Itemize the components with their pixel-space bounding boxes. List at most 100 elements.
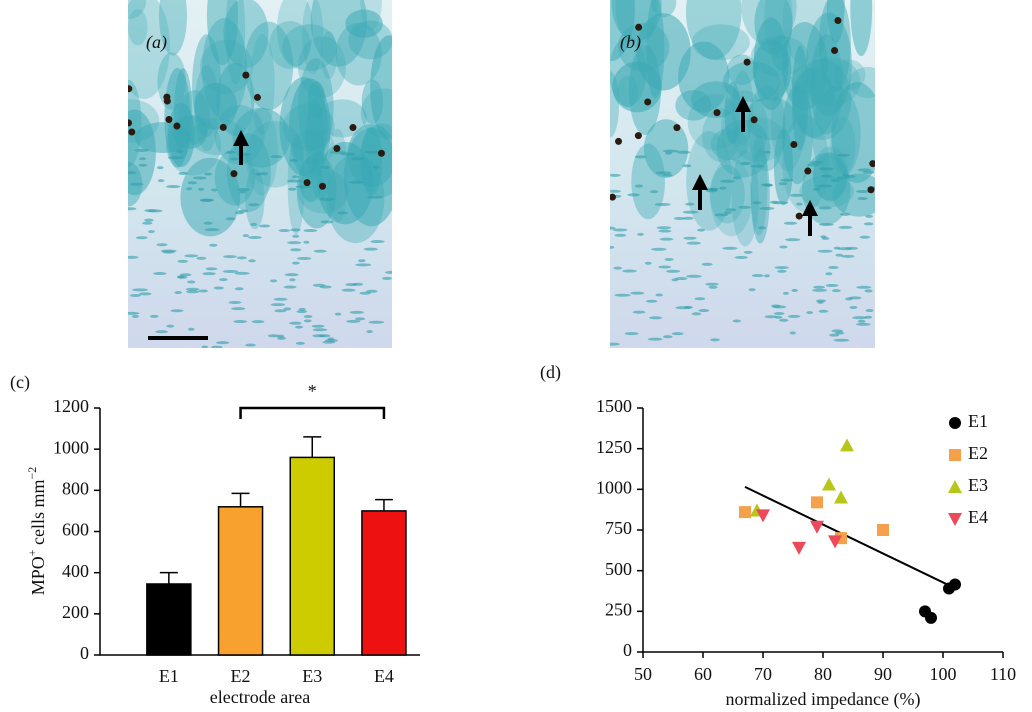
nucleus — [311, 324, 325, 328]
nucleus — [139, 292, 152, 296]
nucleus — [812, 187, 821, 191]
nucleus — [819, 223, 834, 227]
tissue — [206, 0, 238, 66]
nucleus — [685, 202, 695, 206]
nucleus — [167, 156, 184, 160]
nucleus — [321, 165, 331, 169]
tissue — [180, 157, 241, 237]
nucleus — [614, 233, 627, 237]
nucleus — [649, 316, 663, 320]
nucleus — [248, 203, 260, 207]
nucleus — [187, 280, 196, 284]
legend-marker — [949, 449, 961, 461]
nucleus — [303, 319, 312, 323]
nucleus — [658, 229, 672, 233]
x-tick-label: 60 — [694, 664, 712, 684]
tissue — [802, 152, 851, 226]
nucleus — [732, 319, 741, 323]
nucleus — [283, 307, 292, 311]
nucleus — [817, 300, 824, 304]
cell — [790, 140, 798, 148]
x-tick-label: E2 — [231, 666, 251, 686]
legend-marker — [948, 480, 962, 493]
nucleus — [236, 152, 252, 156]
nucleus — [187, 181, 198, 185]
x-tick-label: E1 — [159, 666, 179, 686]
tissue — [128, 0, 170, 99]
nucleus — [370, 240, 385, 244]
tissue — [643, 119, 689, 178]
tissue — [610, 0, 635, 61]
nucleus — [708, 285, 718, 289]
nucleus — [740, 161, 751, 165]
nucleus — [646, 299, 658, 303]
nucleus — [857, 319, 866, 323]
nucleus — [138, 163, 148, 167]
nucleus — [825, 272, 833, 276]
nucleus — [128, 255, 139, 259]
nucleus — [128, 311, 140, 315]
cell — [615, 137, 623, 145]
nucleus — [350, 157, 365, 161]
tissue — [164, 67, 191, 168]
nucleus — [298, 307, 306, 311]
tissue — [792, 58, 852, 141]
tissue — [710, 157, 753, 237]
nucleus — [270, 303, 286, 307]
nucleus — [752, 201, 762, 205]
nucleus — [778, 182, 788, 186]
panel-label: (b) — [620, 32, 641, 53]
cell — [128, 85, 133, 93]
tissue — [244, 21, 294, 111]
cell — [303, 179, 311, 187]
nucleus — [129, 182, 144, 186]
nucleus — [225, 217, 236, 221]
nucleus — [835, 253, 844, 257]
y-tick-label: 1000 — [53, 437, 89, 457]
nucleus — [289, 278, 296, 282]
y-tick-label: 400 — [62, 561, 89, 581]
y-axis-label: MPO+ cells mm−2 — [25, 467, 48, 596]
nucleus — [334, 312, 342, 316]
nucleus — [665, 269, 681, 273]
point — [792, 541, 806, 555]
nucleus — [368, 320, 385, 324]
nucleus — [743, 250, 753, 254]
nucleus — [215, 341, 230, 345]
nucleus — [610, 189, 621, 193]
nucleus — [312, 283, 326, 287]
nucleus — [273, 297, 288, 301]
point — [822, 477, 836, 491]
nucleus — [156, 243, 168, 247]
nucleus — [239, 190, 247, 194]
cell — [635, 23, 643, 31]
nucleus — [270, 155, 282, 159]
nucleus — [153, 272, 167, 276]
nucleus — [671, 278, 679, 282]
point — [811, 496, 823, 509]
nucleus — [785, 238, 801, 242]
tissue — [310, 0, 367, 67]
nucleus — [769, 200, 779, 204]
y-tick-label: 0 — [80, 643, 89, 663]
nucleus — [355, 263, 372, 267]
nucleus — [665, 151, 672, 155]
tissue — [726, 54, 757, 85]
tissue — [159, 0, 188, 56]
y-axis-label-part: + — [25, 549, 39, 556]
nucleus — [349, 310, 364, 314]
nucleus — [313, 249, 327, 253]
micrograph-a — [128, 0, 392, 348]
nucleus — [789, 331, 796, 335]
nucleus — [821, 174, 832, 178]
nucleus — [791, 288, 798, 292]
nucleus — [722, 246, 738, 250]
tissue — [686, 131, 733, 231]
nucleus — [291, 175, 300, 179]
nucleus — [248, 259, 256, 263]
nucleus — [139, 157, 146, 161]
nucleus — [201, 345, 208, 348]
nucleus — [654, 202, 671, 206]
legend-label: E4 — [968, 507, 988, 527]
